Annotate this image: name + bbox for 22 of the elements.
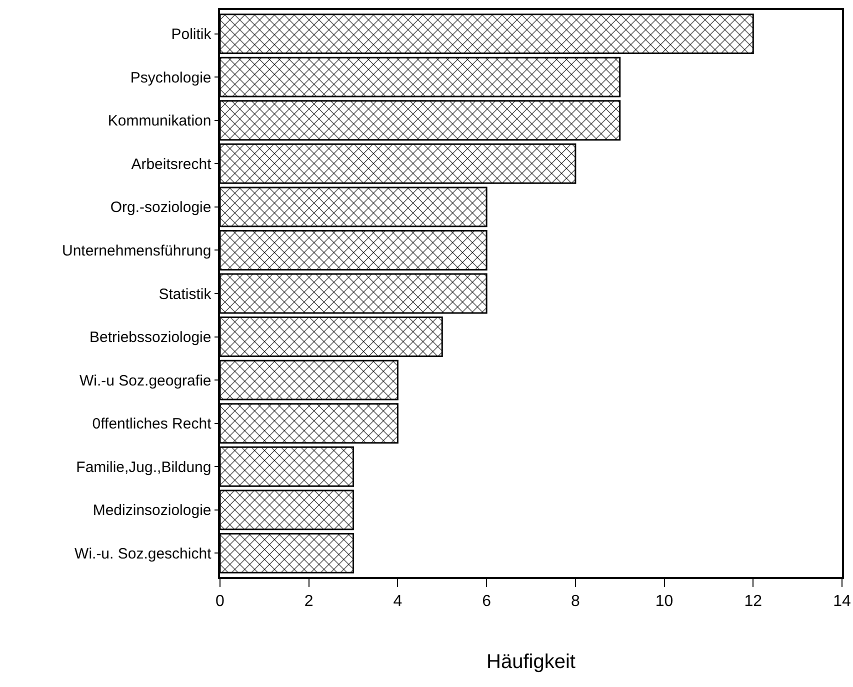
x-axis-title: Häufigkeit <box>486 650 576 673</box>
y-tick-label: Statistik <box>158 286 212 303</box>
y-tick-label: Wi.-u. Soz.geschicht <box>74 545 212 562</box>
y-tick-label: Medizinsoziologie <box>92 502 212 520</box>
y-tick-label: Org.-soziologie <box>110 199 212 216</box>
x-tick-label: 8 <box>570 592 580 610</box>
y-tick-label: 0ffentliches Recht <box>92 416 212 433</box>
x-tick-label: 12 <box>744 592 762 610</box>
y-tick-label: Familie,Jug.,Bildung <box>76 458 212 476</box>
x-tick-label: 10 <box>655 592 674 610</box>
x-tick-label: 2 <box>304 592 314 610</box>
y-tick-label: Politik <box>171 26 212 44</box>
y-tick-label: Kommunikation <box>108 112 212 130</box>
x-tick-label: 6 <box>482 592 492 610</box>
y-tick-label: Unternehmensführung <box>62 242 212 260</box>
x-tick-label: 14 <box>833 592 851 610</box>
y-tick-label: Wi.-u Soz.geografie <box>80 372 212 390</box>
x-tick-label: 4 <box>393 592 402 610</box>
y-tick-label: Psychologie <box>130 69 212 86</box>
y-tick-label: Betriebssoziologie <box>90 329 212 346</box>
x-tick-label: 0 <box>216 592 225 610</box>
y-tick-label: Arbeitsrecht <box>131 156 212 173</box>
